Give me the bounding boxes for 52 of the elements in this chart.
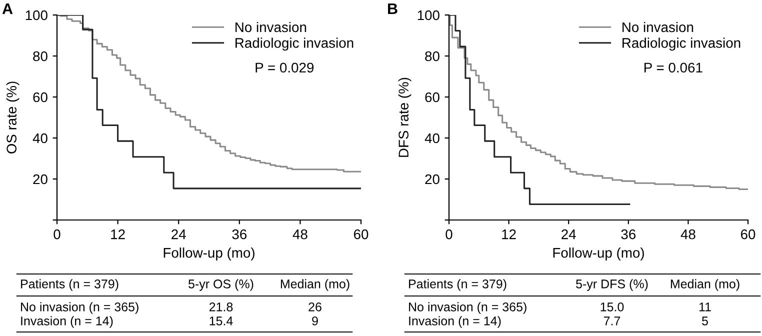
y-tick-label: 60: [33, 92, 48, 102]
text: Median (mo): [670, 279, 740, 291]
x-tick-label: 48: [680, 229, 696, 240]
text: 5: [702, 316, 708, 326]
text: 11: [699, 302, 711, 312]
text: No invasion (n = 365): [21, 302, 138, 314]
y-tick-label: 60: [425, 92, 440, 102]
x-tick-label: 0: [446, 229, 452, 240]
x-tick-label: 48: [292, 229, 308, 240]
y-tick-label: 80: [425, 51, 440, 62]
x-tick-label: 24: [562, 229, 576, 240]
legend-label: Radiologic invasion: [236, 38, 354, 51]
x-axis-title: Follow-up (mo): [553, 248, 644, 260]
chart-title: B: [388, 3, 398, 14]
text: No invasion (n = 365): [409, 302, 526, 314]
annotation: P = 0.029: [256, 62, 314, 73]
text: 15.0: [600, 302, 624, 312]
text: Invasion (n = 14): [409, 316, 501, 328]
text: Patients (n = 379): [21, 279, 118, 291]
text: Median (mo): [280, 279, 350, 291]
y-tick-label: 100: [418, 10, 440, 20]
annotation: P = 0.061: [644, 62, 702, 73]
legend-label: Radiologic invasion: [622, 38, 740, 51]
text: 9: [312, 316, 318, 326]
text: 15.4: [210, 316, 233, 326]
text: 5-yr OS (%): [188, 279, 254, 291]
chart-title: A: [2, 3, 13, 14]
legend-label: No invasion: [622, 22, 694, 32]
y-tick-label: 40: [32, 133, 48, 144]
text: 21.8: [209, 302, 233, 312]
x-tick-label: 0: [54, 229, 60, 240]
text: Patients (n = 379): [409, 279, 506, 291]
legend-label: No invasion: [236, 22, 306, 32]
x-tick-label: 24: [172, 229, 186, 240]
y-tick-label: 20: [425, 174, 440, 184]
y-axis-title: DFS rate (%): [398, 78, 412, 157]
y-tick-label: 100: [26, 10, 48, 20]
text: 7.7: [604, 316, 620, 326]
y-axis-title: OS rate (%): [6, 82, 20, 154]
x-tick-label: 60: [354, 229, 368, 240]
text: Invasion (n = 14): [21, 316, 113, 328]
x-tick-label: 12: [502, 229, 516, 240]
y-tick-label: 20: [33, 174, 48, 184]
x-tick-label: 36: [621, 229, 636, 240]
text: 5-yr DFS (%): [576, 279, 648, 291]
x-tick-label: 60: [740, 229, 756, 240]
x-tick-label: 36: [232, 229, 247, 240]
y-tick-label: 80: [33, 51, 48, 62]
x-tick-label: 12: [111, 229, 125, 240]
y-tick-label: 40: [424, 133, 440, 144]
x-axis-title: Follow-up (mo): [164, 248, 254, 260]
text: 26: [308, 302, 322, 312]
